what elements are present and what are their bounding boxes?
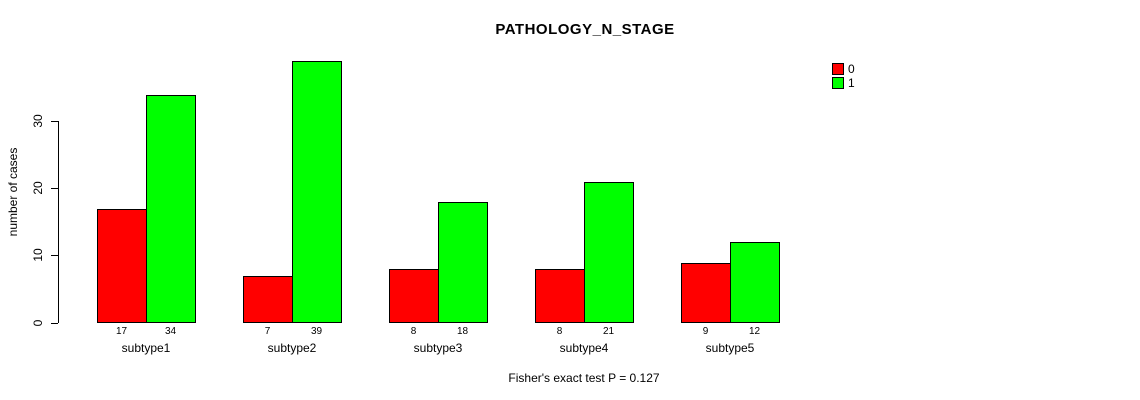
legend-item: 1 (832, 76, 855, 90)
bar-value-label: 17 (115, 326, 128, 337)
legend-label-series-1: 1 (848, 76, 855, 90)
bar-series-1-subtype3 (438, 202, 488, 323)
bar-value-label: 39 (310, 326, 323, 337)
y-axis-tick-label: 0 (31, 319, 45, 326)
bar-series-0-subtype3 (389, 269, 439, 323)
bar-value-label: 8 (556, 326, 563, 337)
bar-value-label: 18 (456, 326, 469, 337)
bar-value-label: 9 (702, 326, 709, 337)
bar-value-label: 12 (748, 326, 761, 337)
bar-series-0-subtype4 (535, 269, 585, 323)
x-axis-category-label: subtype1 (121, 341, 171, 355)
bar-series-1-subtype4 (584, 182, 634, 323)
legend-swatch-series-0 (832, 63, 844, 75)
y-axis-tick (51, 188, 58, 190)
y-axis-tick-label: 20 (31, 181, 45, 195)
legend-swatch-series-1 (832, 77, 844, 89)
bar-series-1-subtype1 (146, 95, 196, 323)
bar-value-label: 7 (264, 326, 271, 337)
stat-annotation: Fisher's exact test P = 0.127 (508, 371, 660, 385)
legend-item: 0 (832, 62, 855, 76)
bar-series-0-subtype1 (97, 209, 147, 323)
bar-value-label: 34 (164, 326, 177, 337)
y-axis-tick (51, 120, 58, 122)
x-axis-category-label: subtype3 (413, 341, 463, 355)
legend: 0 1 (832, 62, 855, 90)
x-axis-category-label: subtype2 (267, 341, 317, 355)
y-axis-label: number of cases (6, 147, 20, 237)
y-axis-tick-label: 10 (31, 248, 45, 262)
bar-series-1-subtype2 (292, 61, 342, 323)
bar-value-label: 21 (602, 326, 615, 337)
legend-label-series-0: 0 (848, 62, 855, 76)
bar-series-0-subtype5 (681, 263, 731, 323)
chart-title: PATHOLOGY_N_STAGE (495, 21, 675, 38)
x-axis-category-label: subtype5 (705, 341, 755, 355)
bar-series-1-subtype5 (730, 242, 780, 323)
bar-series-0-subtype2 (243, 276, 293, 323)
y-axis-tick-label: 30 (31, 114, 45, 128)
y-axis-tick (51, 322, 58, 324)
x-axis-category-label: subtype4 (559, 341, 609, 355)
y-axis-tick (51, 255, 58, 257)
bar-value-label: 8 (410, 326, 417, 337)
y-axis-line (58, 120, 59, 324)
